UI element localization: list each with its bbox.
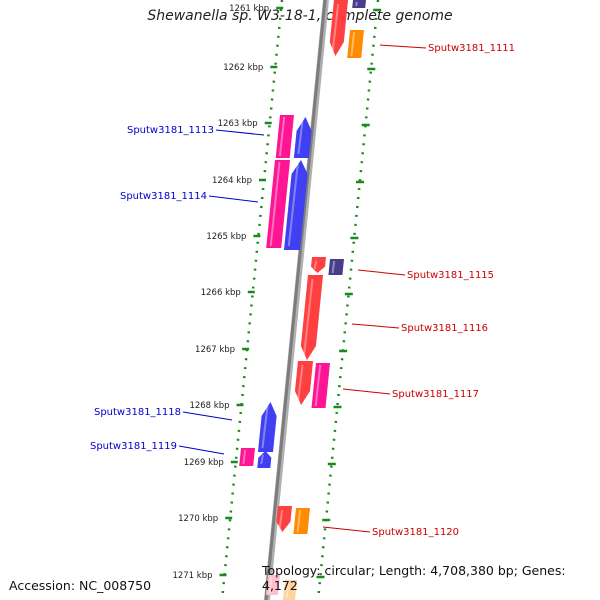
- tick-label: 1262 kbp: [223, 63, 263, 73]
- guide-track-1: [220, 0, 284, 600]
- gene-label-forward: Sputw3181_1119: [90, 441, 177, 452]
- gene-feature-1118: [258, 402, 277, 452]
- tick-label: 1271 kbp: [172, 571, 212, 581]
- tick-label: 1264 kbp: [212, 176, 252, 186]
- leader-line: [357, 269, 406, 276]
- tick-label: 1266 kbp: [201, 288, 241, 298]
- tick-label: 1263 kbp: [218, 119, 258, 129]
- gene-feature-bottom-pink: [266, 575, 280, 595]
- gene-feature-1115-red: [311, 257, 326, 273]
- map-title: Shewanella sp. W3-18-1, complete genome: [147, 8, 453, 24]
- genome-summary-text: Topology: circular; Length: 4,708,380 bp…: [262, 563, 566, 593]
- gene-label-reverse: Sputw3181_1115: [407, 270, 494, 281]
- gene-feature-1111-red: [329, 0, 348, 56]
- kbp-ticks: 1261 kbp 1262 kbp 1263 kbp 1264 kbp 1265 kbp…: [172, 4, 382, 581]
- gene-feature-1115-purple: [328, 259, 344, 275]
- tick-label: 1267 kbp: [195, 345, 235, 355]
- gene-label-forward: Sputw3181_1113: [127, 125, 214, 136]
- leader-line: [322, 526, 371, 533]
- gene-label-reverse: Sputw3181_1117: [392, 389, 479, 400]
- leader-line: [351, 323, 400, 329]
- gene-feature-1113-blue: [293, 117, 312, 158]
- gene-feature-1120-orange: [293, 508, 310, 534]
- gene-label-reverse: Sputw3181_1120: [372, 527, 459, 538]
- gene-feature-1119-magenta: [239, 448, 255, 466]
- genome-backbone: [264, 0, 329, 600]
- gene-feature-1111-purple: [352, 0, 366, 8]
- tick-label: 1270 kbp: [178, 514, 218, 524]
- leader-line: [182, 411, 233, 421]
- gene-features: [239, 0, 366, 600]
- gene-feature-bottom-orange: [283, 580, 297, 600]
- leader-line: [208, 195, 259, 203]
- tick-label: 1269 kbp: [184, 458, 224, 468]
- gene-feature-1114-magenta: [266, 160, 290, 248]
- leader-line: [178, 445, 225, 455]
- gene-feature-1120-red: [276, 506, 292, 532]
- guide-track-2: [316, 0, 380, 600]
- gene-feature-1116: [300, 275, 323, 360]
- gene-feature-1113-magenta: [275, 115, 294, 158]
- accession-text: Accession: NC_008750: [9, 578, 152, 593]
- tick-label: 1265 kbp: [206, 232, 246, 242]
- guide-tracks: [220, 0, 380, 600]
- gene-feature-1119-blue: [257, 451, 272, 468]
- gene-label-forward: Sputw3181_1118: [94, 407, 181, 418]
- gene-label-reverse: Sputw3181_1111: [428, 43, 515, 54]
- gene-labels: Sputw3181_1113 Sputw3181_1114 Sputw3181_11…: [90, 43, 515, 538]
- gene-label-forward: Sputw3181_1114: [120, 191, 207, 202]
- leader-line: [342, 388, 391, 395]
- gene-feature-1117-red: [295, 361, 313, 405]
- tick-label: 1268 kbp: [189, 401, 229, 411]
- gene-feature-1117-magenta: [311, 363, 330, 408]
- gene-label-reverse: Sputw3181_1116: [401, 323, 488, 334]
- leader-line: [379, 44, 427, 49]
- leader-line: [215, 129, 265, 136]
- gene-feature-1111-orange: [347, 30, 364, 58]
- tick-label: 1261 kbp: [229, 4, 269, 14]
- gene-feature-1114-blue: [284, 160, 308, 250]
